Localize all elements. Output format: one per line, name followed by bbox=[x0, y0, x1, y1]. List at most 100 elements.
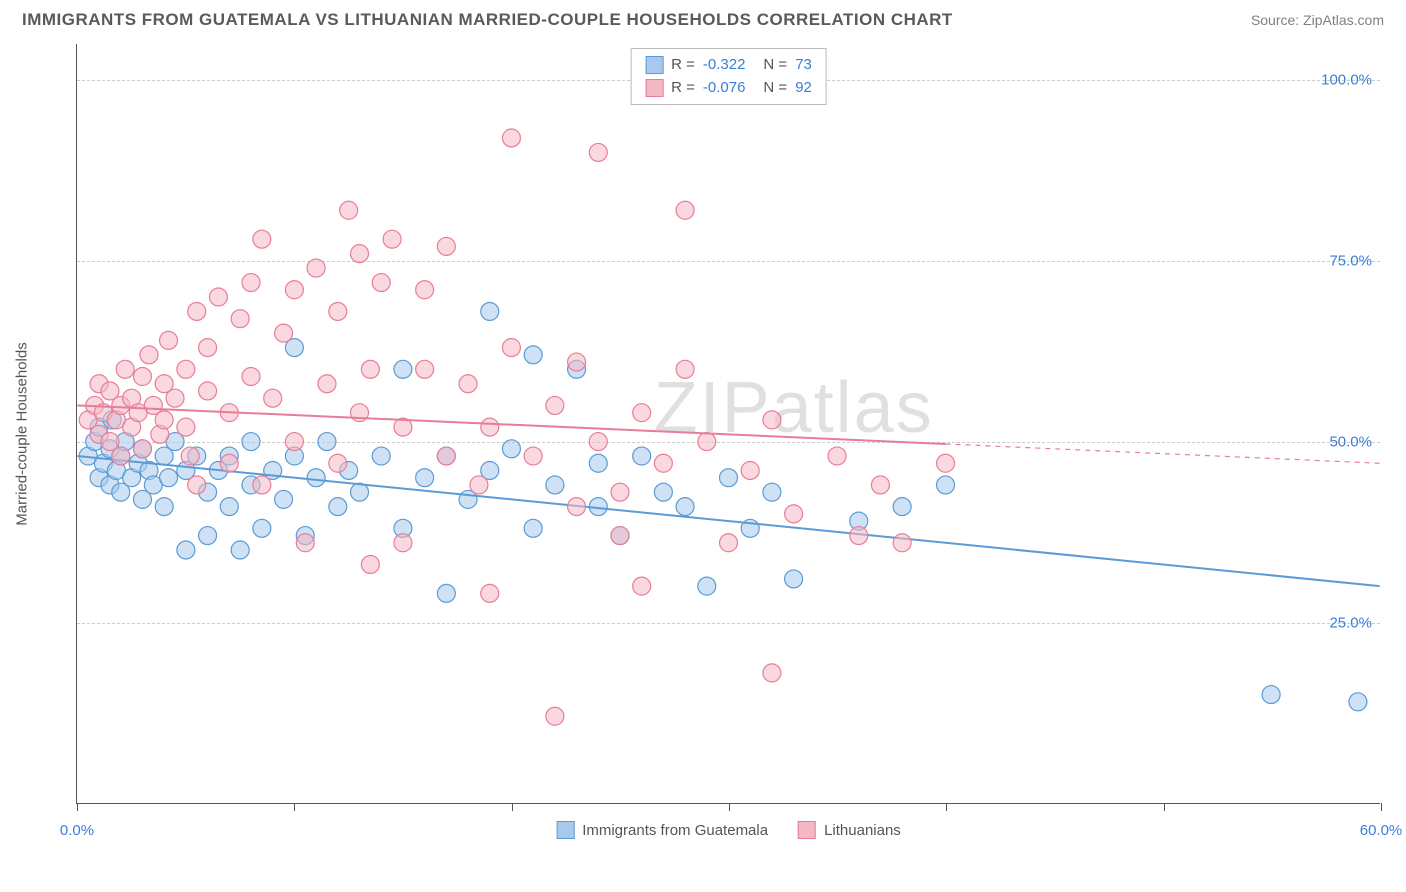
legend-row: R = -0.076 N = 92 bbox=[645, 77, 812, 100]
data-point bbox=[177, 418, 195, 436]
data-point bbox=[394, 534, 412, 552]
data-point bbox=[160, 469, 178, 487]
data-point bbox=[177, 541, 195, 559]
data-point bbox=[285, 281, 303, 299]
data-point bbox=[140, 346, 158, 364]
data-point bbox=[611, 527, 629, 545]
data-point bbox=[361, 360, 379, 378]
x-tick bbox=[1381, 803, 1382, 811]
legend-r-label: R = bbox=[671, 77, 695, 100]
data-point bbox=[199, 339, 217, 357]
data-point bbox=[285, 433, 303, 451]
data-point bbox=[329, 454, 347, 472]
data-point bbox=[318, 375, 336, 393]
data-point bbox=[546, 707, 564, 725]
data-point bbox=[220, 498, 238, 516]
data-point bbox=[611, 483, 629, 501]
legend-n-value: 73 bbox=[795, 54, 812, 77]
series-legend-label: Immigrants from Guatemala bbox=[582, 822, 768, 839]
data-point bbox=[220, 454, 238, 472]
data-point bbox=[253, 476, 271, 494]
data-point bbox=[763, 664, 781, 682]
data-point bbox=[481, 302, 499, 320]
data-point bbox=[133, 440, 151, 458]
data-point bbox=[155, 498, 173, 516]
data-point bbox=[568, 353, 586, 371]
data-point bbox=[264, 389, 282, 407]
x-tick-label: 60.0% bbox=[1360, 822, 1403, 839]
data-point bbox=[437, 584, 455, 602]
data-point bbox=[763, 483, 781, 501]
data-point bbox=[155, 411, 173, 429]
data-point bbox=[871, 476, 889, 494]
data-point bbox=[676, 201, 694, 219]
data-point bbox=[242, 274, 260, 292]
data-point bbox=[166, 389, 184, 407]
trend-line-dashed bbox=[946, 444, 1380, 463]
data-point bbox=[589, 143, 607, 161]
legend-n-label: N = bbox=[763, 77, 787, 100]
legend-swatch bbox=[556, 821, 574, 839]
data-point bbox=[893, 498, 911, 516]
data-point bbox=[937, 454, 955, 472]
data-point bbox=[676, 498, 694, 516]
data-point bbox=[242, 368, 260, 386]
data-point bbox=[470, 476, 488, 494]
data-point bbox=[372, 274, 390, 292]
series-legend-item: Immigrants from Guatemala bbox=[556, 821, 768, 839]
data-point bbox=[524, 519, 542, 537]
data-point bbox=[481, 584, 499, 602]
x-tick bbox=[729, 803, 730, 811]
data-point bbox=[546, 396, 564, 414]
data-point bbox=[828, 447, 846, 465]
x-tick bbox=[294, 803, 295, 811]
data-point bbox=[763, 411, 781, 429]
data-point bbox=[318, 433, 336, 451]
data-point bbox=[383, 230, 401, 248]
data-point bbox=[785, 570, 803, 588]
data-point bbox=[1262, 686, 1280, 704]
data-point bbox=[850, 527, 868, 545]
data-point bbox=[394, 360, 412, 378]
data-point bbox=[633, 577, 651, 595]
data-point bbox=[502, 339, 520, 357]
data-point bbox=[307, 469, 325, 487]
data-point bbox=[242, 433, 260, 451]
plot-area: ZIPatlas R = -0.322 N = 73 R = -0.076 N … bbox=[76, 44, 1380, 804]
data-point bbox=[633, 447, 651, 465]
data-point bbox=[589, 454, 607, 472]
legend-n-value: 92 bbox=[795, 77, 812, 100]
chart-container: Married-couple Households ZIPatlas R = -… bbox=[50, 44, 1380, 824]
chart-title: IMMIGRANTS FROM GUATEMALA VS LITHUANIAN … bbox=[22, 10, 953, 30]
data-point bbox=[741, 461, 759, 479]
data-point bbox=[372, 447, 390, 465]
legend-swatch bbox=[645, 56, 663, 74]
data-point bbox=[177, 360, 195, 378]
data-point bbox=[502, 440, 520, 458]
data-point bbox=[199, 382, 217, 400]
data-point bbox=[720, 469, 738, 487]
y-axis-label: Married-couple Households bbox=[14, 342, 31, 525]
data-point bbox=[329, 302, 347, 320]
data-point bbox=[524, 447, 542, 465]
data-point bbox=[633, 404, 651, 422]
data-point bbox=[437, 237, 455, 255]
data-point bbox=[937, 476, 955, 494]
data-point bbox=[340, 201, 358, 219]
data-point bbox=[116, 360, 134, 378]
data-point bbox=[181, 447, 199, 465]
legend-r-label: R = bbox=[671, 54, 695, 77]
source-label: Source: ZipAtlas.com bbox=[1251, 12, 1384, 28]
data-point bbox=[351, 483, 369, 501]
data-point bbox=[253, 230, 271, 248]
data-point bbox=[416, 469, 434, 487]
data-point bbox=[416, 360, 434, 378]
data-point bbox=[437, 447, 455, 465]
data-point bbox=[785, 505, 803, 523]
data-point bbox=[160, 331, 178, 349]
data-point bbox=[416, 281, 434, 299]
data-point bbox=[654, 483, 672, 501]
series-legend-label: Lithuanians bbox=[824, 822, 901, 839]
data-point bbox=[459, 375, 477, 393]
x-tick bbox=[77, 803, 78, 811]
